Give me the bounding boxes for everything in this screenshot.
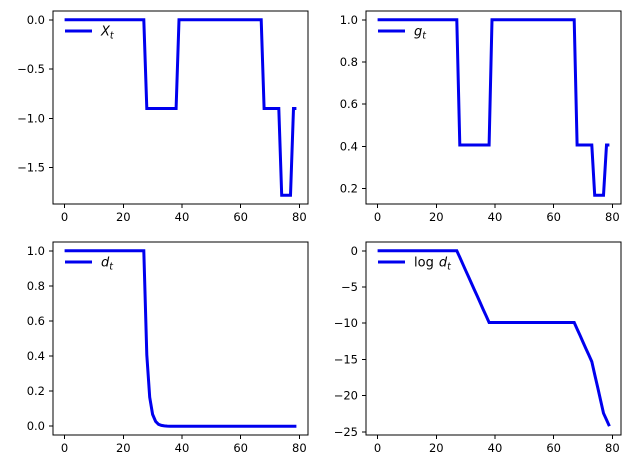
x-tick-label: 80	[605, 210, 620, 224]
x-tick-label: 20	[429, 441, 444, 455]
y-tick-label: 0	[351, 244, 358, 258]
y-tick-label: −15	[334, 352, 358, 366]
x-tick-label: 0	[374, 441, 381, 455]
x-tick-label: 80	[605, 441, 620, 455]
y-tick-label: 0.0	[27, 13, 45, 27]
x-tick-label: 40	[175, 210, 190, 224]
y-tick-label: −5	[341, 280, 358, 294]
data-line-d_t	[64, 249, 297, 428]
y-tick-label: −25	[334, 425, 358, 439]
x-tick-label: 60	[546, 210, 561, 224]
data-line-X_t	[64, 18, 297, 197]
y-tick-label: 0.2	[340, 182, 358, 196]
x-tick-label: 20	[116, 210, 131, 224]
x-tick-label: 0	[61, 210, 68, 224]
y-tick-label: 0.2	[27, 384, 45, 398]
y-tick-label: 0.4	[340, 139, 358, 153]
x-tick-label: 0	[374, 210, 381, 224]
subplot-xt: 0 20 40 60 80 0.0 −0.5 −1.0 −1.5 Xt	[17, 10, 309, 224]
x-tick-label: 80	[292, 210, 307, 224]
x-tick-label: 80	[292, 441, 307, 455]
y-tick-label: 0.8	[27, 279, 45, 293]
x-tick-label: 20	[429, 210, 444, 224]
x-tick-label: 60	[233, 441, 248, 455]
y-tick-label: 0.6	[27, 314, 45, 328]
legend-label: log dt	[414, 256, 452, 273]
plot-area	[365, 10, 622, 205]
legend: gt	[378, 25, 427, 42]
y-tick-label: 1.0	[27, 244, 45, 258]
legend: log dt	[378, 256, 452, 273]
y-tick-label: 0.6	[340, 97, 358, 111]
x-tick-label: 40	[488, 441, 503, 455]
plot-area	[365, 241, 622, 436]
x-tick-label: 20	[116, 441, 131, 455]
plot-area	[52, 241, 309, 436]
y-tick-label: −0.5	[17, 62, 45, 76]
y-tick-label: −20	[334, 389, 358, 403]
plot-area	[52, 10, 309, 205]
legend-label: dt	[101, 256, 114, 273]
data-line-log_d_t	[377, 249, 611, 427]
y-tick-label: −1.0	[17, 111, 45, 125]
y-tick-label: −10	[334, 316, 358, 330]
y-tick-label: 1.0	[340, 13, 358, 27]
y-tick-label: 0.8	[340, 55, 358, 69]
x-tick-label: 40	[488, 210, 503, 224]
legend: Xt	[65, 25, 115, 42]
y-tick-label: 0.0	[27, 419, 45, 433]
y-tick-label: −1.5	[17, 161, 45, 175]
legend-label: Xt	[100, 25, 115, 42]
x-tick-label: 60	[233, 210, 248, 224]
subplot-log-dt: 0 20 40 60 80 0 −5 −10 −15 −20 −25 log dt	[334, 241, 622, 455]
legend-label: gt	[414, 25, 427, 42]
legend: dt	[65, 256, 114, 273]
x-tick-label: 0	[61, 441, 68, 455]
y-tick-label: 0.4	[27, 349, 45, 363]
x-tick-label: 40	[175, 441, 190, 455]
subplot-gt: 0 20 40 60 80 1.0 0.8 0.6 0.4 0.2 gt	[340, 10, 622, 224]
data-line-g_t	[377, 18, 610, 197]
x-tick-label: 60	[546, 441, 561, 455]
subplot-dt: 0 20 40 60 80 1.0 0.8 0.6 0.4 0.2 0.0 dt	[27, 241, 309, 455]
